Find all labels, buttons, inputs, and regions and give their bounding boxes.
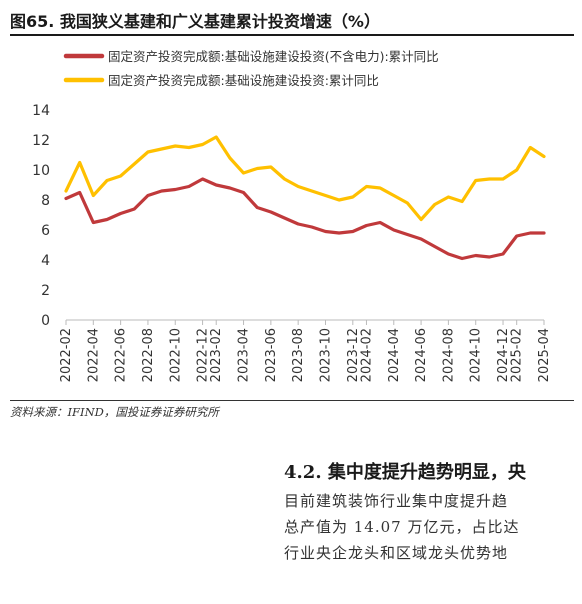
x-tick-label: 2024-02 [359,328,374,382]
x-tick-label: 2022-08 [141,328,156,382]
section-heading: 4.2. 集中度提升趋势明显，央 [284,462,526,483]
x-axis: 2022-02 2022-04 2022-06 2022-08 2022-10 2022-… [59,319,552,382]
x-tick-label: 2024-06 [414,328,429,382]
x-tick-label: 2023-12 [346,328,361,382]
y-axis: 0 2 4 6 8 10 12 14 [32,103,50,329]
x-tick-label: 2024-04 [387,328,402,382]
x-tick-label: 2024-08 [441,328,456,382]
paragraph-line-1: 目前建筑装饰行业集中度提升趋 [284,492,509,510]
x-tick-label: 2022-02 [59,328,74,382]
legend-label-1: 固定资产投资完成额:基础设施建设投资(不含电力):累计同比 [108,49,439,64]
x-tick-label: 2022-12 [196,328,211,382]
y-tick-label: 0 [41,313,50,329]
series-line-1 [64,177,546,261]
figure-title: 图65. 我国狭义基建和广义基建累计投资增速（%） [10,10,574,36]
legend-label-2: 固定资产投资完成额:基础设施建设投资:累计同比 [108,73,379,88]
y-tick-label: 8 [41,193,50,209]
paragraph-line-2: 总产值为 14.07 万亿元，占比达 [284,518,520,536]
line-chart: 固定资产投资完成额:基础设施建设投资(不含电力):累计同比固定资产投资完成额:基… [32,49,552,382]
x-tick-label: 2024-12 [496,328,511,382]
x-tick-label: 2023-04 [237,328,252,382]
x-tick-label: 2025-02 [510,328,525,382]
series-line-2 [64,135,546,222]
y-tick-label: 10 [32,163,50,179]
y-tick-label: 12 [32,133,50,149]
x-tick-label: 2024-10 [469,328,484,382]
y-tick-label: 2 [41,283,50,299]
x-tick-label: 2023-02 [209,328,224,382]
x-tick-label: 2025-04 [537,328,552,382]
x-tick-label: 2023-08 [291,328,306,382]
x-tick-label: 2022-06 [114,328,129,382]
source-note: 资料来源：IFIND，国投证券证券研究所 [10,400,574,420]
series-lines [64,135,546,261]
x-tick-label: 2022-10 [168,328,183,382]
x-tick-label: 2023-06 [264,328,279,382]
y-tick-label: 4 [41,253,50,269]
y-tick-label: 6 [41,223,50,239]
paragraph-line-3: 行业央企龙头和区域龙头优势地 [284,544,509,562]
chart-legend: 固定资产投资完成额:基础设施建设投资(不含电力):累计同比固定资产投资完成额:基… [63,49,439,88]
y-tick-label: 14 [32,103,50,119]
x-tick-label: 2023-10 [318,328,333,382]
x-tick-label: 2022-04 [86,328,101,382]
